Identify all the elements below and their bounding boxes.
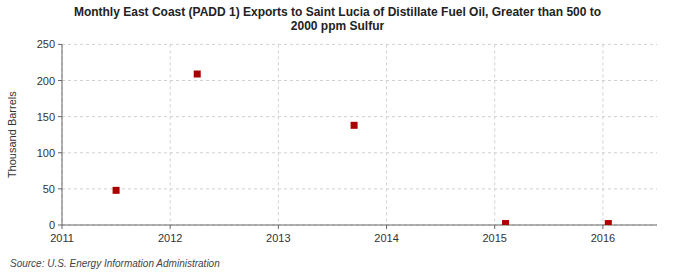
x-tick <box>170 225 171 229</box>
y-tick-label: 250 <box>37 38 55 50</box>
grid <box>62 44 657 225</box>
y-axis: 0 50 100 150 200 250 <box>37 38 62 231</box>
grid-line-x <box>386 44 387 225</box>
x-tick-label: 2016 <box>591 232 615 244</box>
point <box>194 71 201 78</box>
title: Monthly East Coast (PADD 1) Exports to S… <box>74 5 601 33</box>
point <box>351 122 358 129</box>
point <box>502 220 509 225</box>
title-line: 2000 ppm Sulfur <box>291 19 385 33</box>
y-tick-label: 200 <box>37 75 55 87</box>
grid-line-y <box>62 44 657 45</box>
chart: Monthly East Coast (PADD 1) Exports to S… <box>0 0 675 275</box>
x-tick-label: 2015 <box>482 232 506 244</box>
grid-line-y <box>62 80 657 81</box>
grid-line-y <box>62 225 657 226</box>
y-axis-label: Thousand Barrels <box>6 91 18 178</box>
y-tick-label: 100 <box>37 147 55 159</box>
grid-line-x <box>170 44 171 225</box>
grid-line-x <box>494 44 495 225</box>
x-tick <box>386 225 387 229</box>
x-axis: 2011 2012 2013 2014 2015 2016 <box>50 225 615 244</box>
point <box>113 187 120 194</box>
y-tick <box>58 116 62 117</box>
y-tick-label: 150 <box>37 111 55 123</box>
y-tick-label: 0 <box>49 219 55 231</box>
source: Source: U.S. Energy Information Administ… <box>10 258 220 269</box>
grid-line-y <box>62 188 657 189</box>
y-tick <box>58 225 62 226</box>
y-tick <box>58 152 62 153</box>
x-tick-label: 2012 <box>158 232 182 244</box>
title-line: Monthly East Coast (PADD 1) Exports to S… <box>74 5 601 19</box>
grid-line-y <box>62 116 657 117</box>
y-axis-line <box>62 44 63 225</box>
grid-line-y <box>62 152 657 153</box>
x-tick-label: 2011 <box>50 232 74 244</box>
point <box>605 220 612 225</box>
y-tick <box>58 44 62 45</box>
x-tick-label: 2013 <box>266 232 290 244</box>
grid-line-x <box>602 44 603 225</box>
grid-line-x <box>278 44 279 225</box>
grid-line-x <box>62 44 63 225</box>
x-tick <box>278 225 279 229</box>
x-tick <box>62 225 63 229</box>
chart-container: Monthly East Coast (PADD 1) Exports to S… <box>0 0 675 275</box>
y-tick <box>58 188 62 189</box>
y-tick-label: 50 <box>43 183 55 195</box>
x-axis-line <box>62 225 657 226</box>
x-tick-label: 2014 <box>374 232 398 244</box>
x-tick <box>602 225 603 229</box>
x-tick <box>494 225 495 229</box>
points <box>113 71 612 225</box>
y-tick <box>58 80 62 81</box>
